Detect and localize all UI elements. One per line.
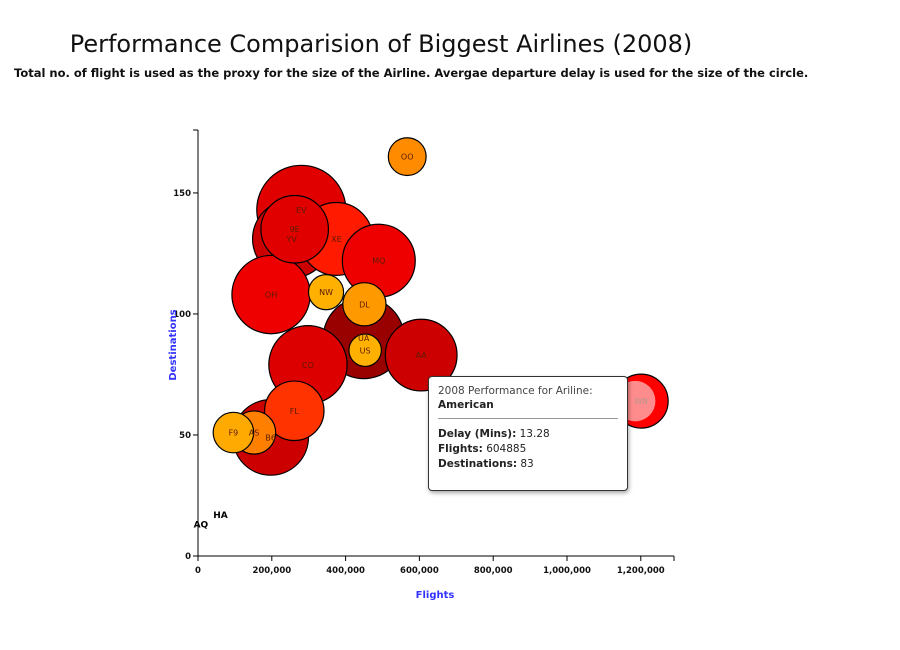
y-axis-label: Destinations xyxy=(168,309,179,380)
bubble-label-ha: HA xyxy=(213,511,228,521)
tooltip-flights-value: 604885 xyxy=(486,443,527,455)
bubble-label-co: CO xyxy=(302,361,314,370)
tooltip-destinations-label: Destinations: xyxy=(438,458,518,470)
bubble-us[interactable] xyxy=(348,333,382,368)
bubble-fl[interactable] xyxy=(264,380,325,442)
y-tick-label: 50 xyxy=(179,431,191,441)
x-tick-label: 400,000 xyxy=(326,566,365,576)
bubble-label-mq: MQ xyxy=(372,257,385,266)
x-axis-label: Flights xyxy=(416,590,455,601)
x-tick-label: 200,000 xyxy=(252,566,291,576)
bubble-label-f9: F9 xyxy=(229,429,239,438)
y-tick-label: 150 xyxy=(173,189,191,199)
y-tick-label: 0 xyxy=(185,552,191,562)
bubble-9e[interactable] xyxy=(260,194,330,264)
tooltip-flights-row: Flights: 604885 xyxy=(438,443,618,455)
bubble-aa[interactable] xyxy=(384,318,458,392)
chart-title: Performance Comparision of Biggest Airli… xyxy=(69,30,693,58)
tooltip-heading: 2008 Performance for Ariline: xyxy=(438,385,593,397)
bubble-label-yv: YV xyxy=(286,235,298,244)
tooltip-delay-value: 13.28 xyxy=(519,428,550,440)
bubble-dl[interactable] xyxy=(342,282,387,327)
bubble-f9[interactable] xyxy=(212,411,255,454)
bubble-label-xe: XE xyxy=(331,235,342,244)
tooltip-airline-name: American xyxy=(438,399,494,411)
x-tick-label: 1,000,000 xyxy=(543,566,591,576)
tooltip-destinations-row: Destinations: 83 xyxy=(438,458,618,470)
x-tick-label: 800,000 xyxy=(474,566,513,576)
bubble-oo[interactable] xyxy=(387,137,427,177)
axes-layer: 0 200,000 400,000 600,000 800,000 1,000,000 1,… xyxy=(173,129,675,576)
tooltip-delay-label: Delay (Mins): xyxy=(438,428,517,440)
bubble-label-aa: AA xyxy=(416,351,428,360)
x-tick-label: 0 xyxy=(195,566,201,576)
bubble-label-9e: 9E xyxy=(290,225,300,234)
bubble-label-fl: FL xyxy=(290,407,300,416)
bubble-label-aq: AQ xyxy=(194,521,209,531)
airline-tooltip: 2008 Performance for Ariline: American D… xyxy=(428,376,628,491)
bubble-label-oo: OO xyxy=(401,153,414,162)
x-tick-label: 1,200,000 xyxy=(617,566,665,576)
y-tick-label: 100 xyxy=(173,310,191,320)
bubble-label-dl: DL xyxy=(359,300,370,309)
bubble-label-nw: NW xyxy=(319,288,333,297)
bubble-label-us: US xyxy=(360,346,371,355)
bubble-label-oh: OH xyxy=(265,291,277,300)
chart-subtitle: Total no. of flight is used as the proxy… xyxy=(14,66,809,80)
x-tick-label: 600,000 xyxy=(400,566,439,576)
bubble-label-b6: B6 xyxy=(265,433,276,442)
bubble-label-ev: EV xyxy=(296,206,307,215)
bubble-label-ua: UA xyxy=(358,334,370,343)
bubble-label-as: AS xyxy=(249,429,260,438)
tooltip-flights-label: Flights: xyxy=(438,443,483,455)
tooltip-divider xyxy=(438,418,618,419)
bubble-nw[interactable] xyxy=(307,274,345,311)
tooltip-destinations-value: 83 xyxy=(520,458,534,470)
tooltip-delay-row: Delay (Mins): 13.28 xyxy=(438,428,618,440)
